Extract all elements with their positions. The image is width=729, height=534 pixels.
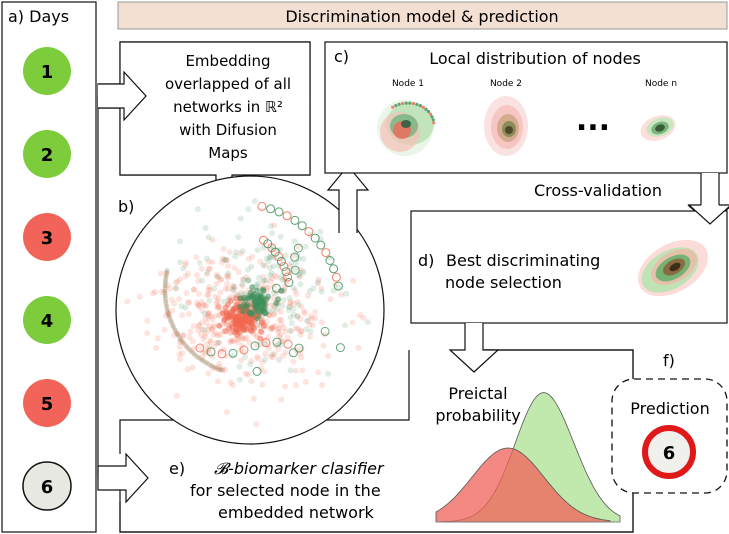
panel-d-label: d)	[418, 251, 434, 270]
panel-c-title: Local distribution of nodes	[429, 49, 641, 68]
day-5-label: 5	[41, 394, 54, 415]
prediction-result-circle	[642, 425, 696, 479]
panel-e-line2: for selected node in the	[190, 481, 381, 500]
day-3-label: 3	[41, 228, 54, 249]
panel-c-label: c)	[334, 47, 349, 66]
noden-label: Node n	[645, 79, 677, 89]
ellipsis: ...	[576, 103, 610, 138]
noden-distribution	[640, 115, 676, 141]
preictal-line2: probability	[435, 406, 520, 425]
header-bar	[117, 1, 728, 30]
panel-e-label: e)	[169, 459, 185, 478]
embedding-text: Embedding overlapped of all networks in …	[165, 52, 291, 162]
header-title: Discrimination model & prediction	[285, 7, 558, 26]
prediction-result-value: 6	[663, 443, 676, 464]
day-3-circle: 3	[23, 213, 71, 261]
node2-distribution	[484, 96, 528, 156]
days-label: a) Days	[8, 7, 69, 26]
selected-node-distribution	[637, 239, 709, 297]
arrow-day6-to-classifier	[97, 452, 149, 504]
embedding-scatter-points	[124, 198, 371, 428]
day-1-circle: 1	[23, 47, 71, 95]
panel-d-line2: node selection	[445, 273, 562, 292]
day-5-circle: 5	[23, 379, 71, 427]
prediction-title: Prediction	[630, 399, 709, 418]
days-panel	[1, 1, 97, 533]
panel-e-line3: embedded network	[218, 503, 375, 522]
day-1-label: 1	[41, 62, 54, 83]
arrow-selection-to-probability	[448, 323, 500, 373]
panel-f-label: f)	[663, 351, 675, 370]
panel-d-line1: Best discriminating	[446, 251, 600, 270]
day-4-label: 4	[41, 311, 54, 332]
svg-text:overlapped of all: overlapped of all	[165, 75, 291, 93]
cross-validation-label: Cross-validation	[534, 181, 662, 200]
svg-text:with Difusion: with Difusion	[179, 121, 277, 139]
day-2-circle: 2	[23, 130, 71, 178]
panel-b-label: b)	[118, 197, 134, 216]
day-6-circle: 6	[22, 461, 72, 511]
node1-dots	[391, 101, 436, 125]
day-4-circle: 4	[23, 296, 71, 344]
svg-text:networks in ℝ²: networks in ℝ²	[173, 98, 283, 116]
day-circles: 1 2 3 4 5 6	[22, 47, 72, 511]
day-2-label: 2	[41, 145, 54, 166]
node1-distribution	[377, 100, 434, 156]
preictal-line1: Preictal	[448, 384, 507, 403]
svg-text:Maps: Maps	[208, 144, 248, 162]
node1-label: Node 1	[392, 79, 424, 89]
node2-label: Node 2	[490, 79, 522, 89]
svg-text:Embedding: Embedding	[185, 52, 270, 70]
preictal-distribution-curve	[435, 447, 611, 523]
day-6-label: 6	[41, 477, 54, 498]
panel-e-line1: 𝓑-biomarker clasifier	[214, 459, 385, 478]
